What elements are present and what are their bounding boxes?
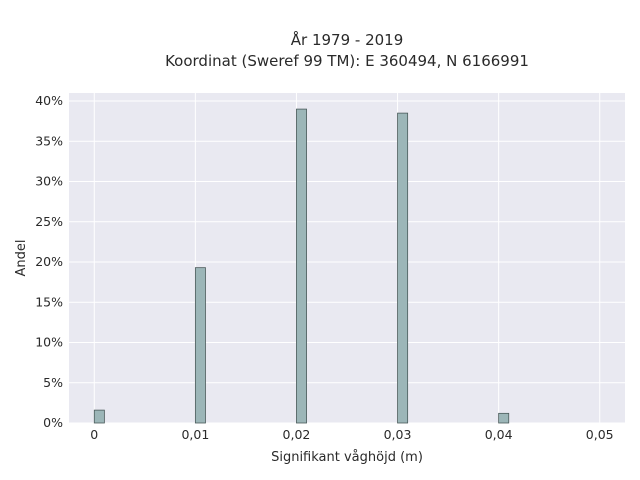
bar-3 [397, 112, 409, 424]
x-tick-label-4: 0,04 [485, 427, 513, 442]
chart-title-line2: Koordinat (Sweref 99 TM): E 360494, N 61… [165, 52, 529, 70]
x-tick-label-1: 0,01 [181, 427, 209, 442]
bars [93, 108, 510, 424]
x-tick-label-0: 0 [90, 427, 98, 442]
bar-4 [498, 412, 510, 424]
y-tick-label-2: 10% [35, 335, 63, 350]
y-axis-ticks: 0% 5% 10% 15% 20% 25% 30% 35% 40% [35, 93, 63, 430]
y-tick-label-6: 30% [35, 174, 63, 189]
y-tick-label-8: 40% [35, 93, 63, 108]
y-tick-label-7: 35% [35, 133, 63, 148]
x-axis-label: Signifikant våghöjd (m) [271, 450, 423, 465]
x-tick-label-2: 0,02 [283, 427, 311, 442]
x-axis-ticks: 0 0,01 0,02 0,03 0,04 0,05 [90, 427, 613, 442]
gridlines [69, 93, 625, 424]
bar-0 [93, 409, 105, 424]
y-tick-label-4: 20% [35, 254, 63, 269]
y-tick-label-5: 25% [35, 214, 63, 229]
y-tick-label-1: 5% [43, 375, 63, 390]
chart-title-line1: År 1979 - 2019 [291, 30, 404, 49]
y-tick-label-3: 15% [35, 294, 63, 309]
y-axis-label: Andel [14, 240, 29, 277]
bar-2 [296, 108, 307, 424]
plot-area [69, 93, 625, 423]
bar-1 [194, 267, 206, 424]
x-tick-label-5: 0,05 [586, 427, 614, 442]
x-tick-label-3: 0,03 [384, 427, 412, 442]
y-tick-label-0: 0% [43, 415, 63, 430]
